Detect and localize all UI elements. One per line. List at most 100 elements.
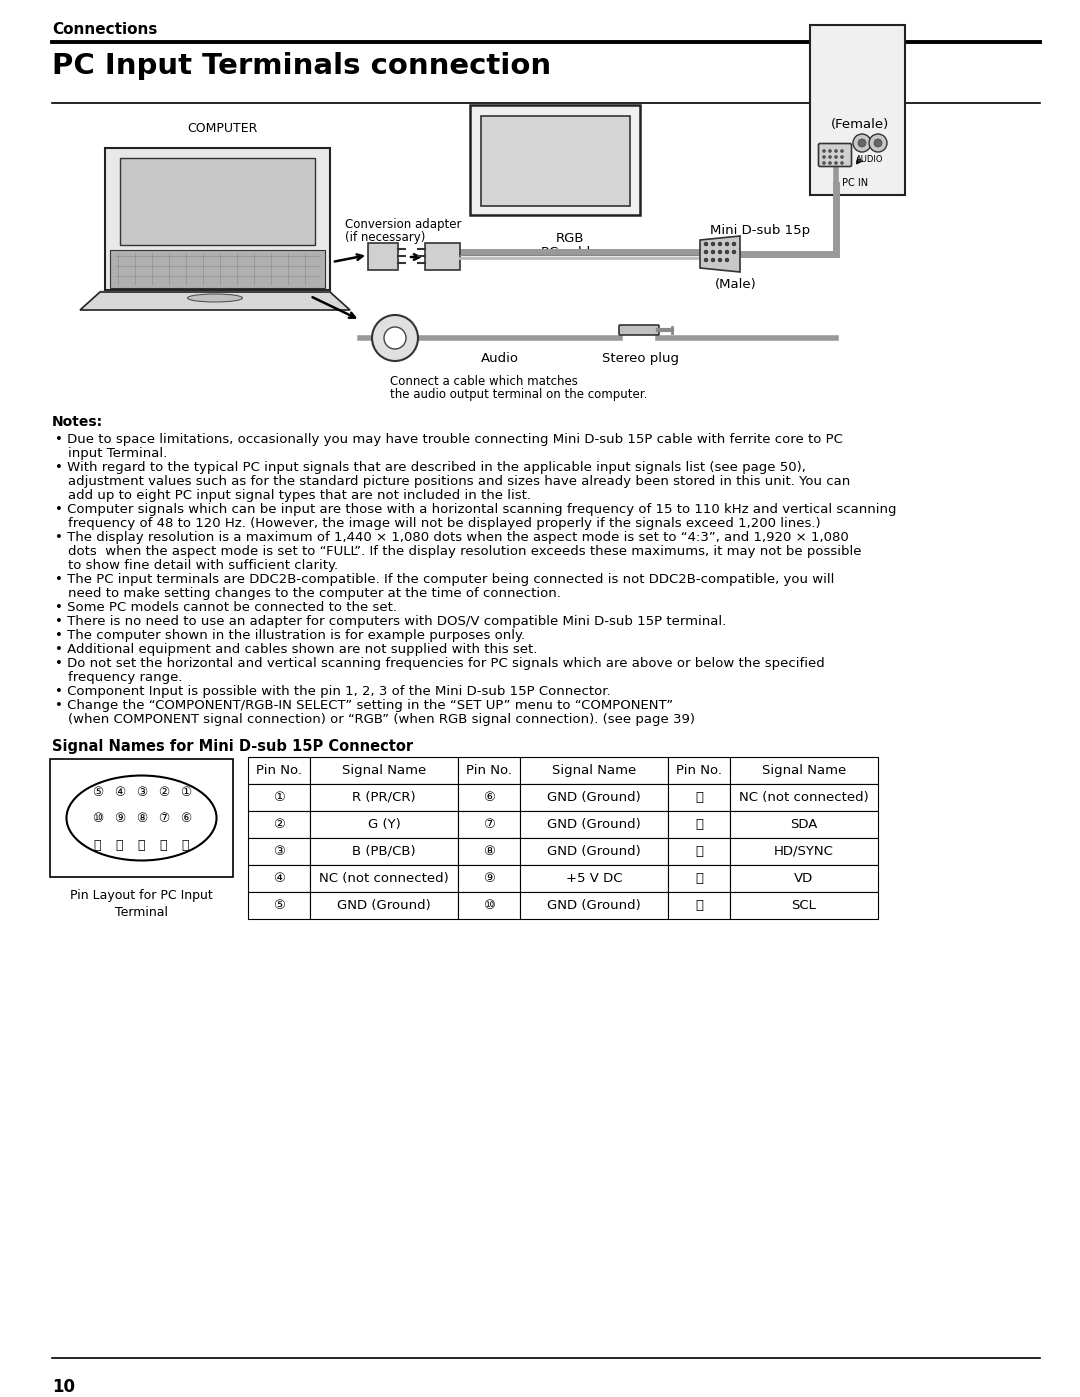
- Text: GND (Ground): GND (Ground): [548, 845, 640, 858]
- FancyBboxPatch shape: [310, 757, 458, 784]
- FancyBboxPatch shape: [310, 784, 458, 812]
- Text: Conversion adapter: Conversion adapter: [345, 218, 461, 231]
- Polygon shape: [120, 158, 315, 244]
- FancyBboxPatch shape: [248, 784, 310, 812]
- Text: NC (not connected): NC (not connected): [319, 872, 449, 886]
- Text: • Due to space limitations, occasionally you may have trouble connecting Mini D-: • Due to space limitations, occasionally…: [55, 433, 842, 446]
- FancyBboxPatch shape: [619, 326, 659, 335]
- Circle shape: [835, 155, 837, 158]
- FancyBboxPatch shape: [519, 865, 669, 893]
- Text: • There is no need to use an adapter for computers with DOS/V compatible Mini D-: • There is no need to use an adapter for…: [55, 615, 726, 629]
- Circle shape: [835, 162, 837, 165]
- Text: Connections: Connections: [52, 22, 158, 36]
- Text: VD: VD: [795, 872, 813, 886]
- Text: HD/SYNC: HD/SYNC: [774, 845, 834, 858]
- Text: ⑥: ⑥: [483, 791, 495, 805]
- Text: GND (Ground): GND (Ground): [548, 791, 640, 805]
- Text: Audio: Audio: [481, 352, 519, 365]
- FancyBboxPatch shape: [669, 865, 730, 893]
- FancyBboxPatch shape: [519, 893, 669, 919]
- Text: add up to eight PC input signal types that are not included in the list.: add up to eight PC input signal types th…: [68, 489, 531, 502]
- Text: ⑪: ⑪: [181, 838, 189, 852]
- Circle shape: [823, 155, 825, 158]
- Circle shape: [840, 162, 843, 165]
- FancyBboxPatch shape: [730, 865, 878, 893]
- Text: GND (Ground): GND (Ground): [548, 819, 640, 831]
- Circle shape: [858, 138, 866, 147]
- Text: Signal Name: Signal Name: [761, 764, 846, 777]
- FancyBboxPatch shape: [730, 757, 878, 784]
- Circle shape: [712, 258, 715, 261]
- FancyBboxPatch shape: [458, 838, 519, 865]
- Text: PC IN: PC IN: [842, 177, 868, 189]
- FancyBboxPatch shape: [810, 25, 905, 196]
- FancyBboxPatch shape: [248, 893, 310, 919]
- Text: Signal Name: Signal Name: [552, 764, 636, 777]
- FancyBboxPatch shape: [669, 838, 730, 865]
- Text: ⑨: ⑨: [113, 812, 125, 824]
- FancyBboxPatch shape: [310, 893, 458, 919]
- Text: ⑮: ⑮: [94, 838, 102, 852]
- Polygon shape: [368, 243, 399, 270]
- Text: ⑩: ⑩: [92, 812, 103, 824]
- Circle shape: [704, 242, 707, 246]
- Circle shape: [828, 162, 832, 165]
- Ellipse shape: [188, 293, 243, 302]
- Text: ⑬: ⑬: [138, 838, 145, 852]
- Text: (when COMPONENT signal connection) or “RGB” (when RGB signal connection). (see p: (when COMPONENT signal connection) or “R…: [68, 712, 696, 726]
- Circle shape: [828, 149, 832, 152]
- Text: Connect a cable which matches: Connect a cable which matches: [390, 374, 578, 388]
- Polygon shape: [110, 250, 325, 288]
- Circle shape: [732, 250, 735, 254]
- Text: ⑭: ⑭: [116, 838, 123, 852]
- Text: ⑤: ⑤: [92, 785, 103, 799]
- FancyBboxPatch shape: [819, 144, 851, 166]
- FancyBboxPatch shape: [519, 784, 669, 812]
- Text: ④: ④: [273, 872, 285, 886]
- Text: 10: 10: [52, 1377, 75, 1396]
- Text: ①: ①: [180, 785, 191, 799]
- Circle shape: [828, 155, 832, 158]
- Text: ⑦: ⑦: [158, 812, 170, 824]
- Text: G (Y): G (Y): [367, 819, 401, 831]
- FancyBboxPatch shape: [519, 757, 669, 784]
- FancyBboxPatch shape: [519, 838, 669, 865]
- Text: ⑧: ⑧: [483, 845, 495, 858]
- Text: ⑧: ⑧: [136, 812, 147, 824]
- Text: • Computer signals which can be input are those with a horizontal scanning frequ: • Computer signals which can be input ar…: [55, 503, 896, 515]
- Text: COMPUTER: COMPUTER: [187, 122, 257, 136]
- Text: • The display resolution is a maximum of 1,440 × 1,080 dots when the aspect mode: • The display resolution is a maximum of…: [55, 531, 849, 543]
- Text: frequency of 48 to 120 Hz. (However, the image will not be displayed properly if: frequency of 48 to 120 Hz. (However, the…: [68, 517, 821, 529]
- Text: Mini D-sub 15p: Mini D-sub 15p: [710, 224, 810, 237]
- FancyBboxPatch shape: [458, 893, 519, 919]
- Text: dots  when the aspect mode is set to “FULL”. If the display resolution exceeds t: dots when the aspect mode is set to “FUL…: [68, 545, 862, 557]
- Text: PC cable: PC cable: [541, 246, 598, 258]
- Text: • Do not set the horizontal and vertical scanning frequencies for PC signals whi: • Do not set the horizontal and vertical…: [55, 657, 825, 671]
- Text: ②: ②: [273, 819, 285, 831]
- Circle shape: [725, 250, 729, 254]
- Text: B (PB/CB): B (PB/CB): [352, 845, 416, 858]
- Text: input Terminal.: input Terminal.: [68, 447, 167, 460]
- Text: GND (Ground): GND (Ground): [548, 900, 640, 912]
- Circle shape: [718, 242, 721, 246]
- Circle shape: [874, 138, 882, 147]
- Text: ⑤: ⑤: [273, 900, 285, 912]
- FancyBboxPatch shape: [730, 812, 878, 838]
- FancyBboxPatch shape: [481, 116, 630, 205]
- FancyBboxPatch shape: [669, 757, 730, 784]
- Circle shape: [712, 242, 715, 246]
- Circle shape: [704, 258, 707, 261]
- Text: (Female): (Female): [831, 117, 889, 131]
- Text: need to make setting changes to the computer at the time of connection.: need to make setting changes to the comp…: [68, 587, 561, 599]
- FancyBboxPatch shape: [730, 838, 878, 865]
- Text: Signal Name: Signal Name: [342, 764, 427, 777]
- Text: NC (not connected): NC (not connected): [739, 791, 869, 805]
- FancyBboxPatch shape: [730, 784, 878, 812]
- Circle shape: [840, 155, 843, 158]
- Circle shape: [835, 149, 837, 152]
- Text: Notes:: Notes:: [52, 415, 103, 429]
- FancyBboxPatch shape: [669, 812, 730, 838]
- FancyBboxPatch shape: [669, 893, 730, 919]
- Text: ②: ②: [158, 785, 170, 799]
- FancyBboxPatch shape: [669, 784, 730, 812]
